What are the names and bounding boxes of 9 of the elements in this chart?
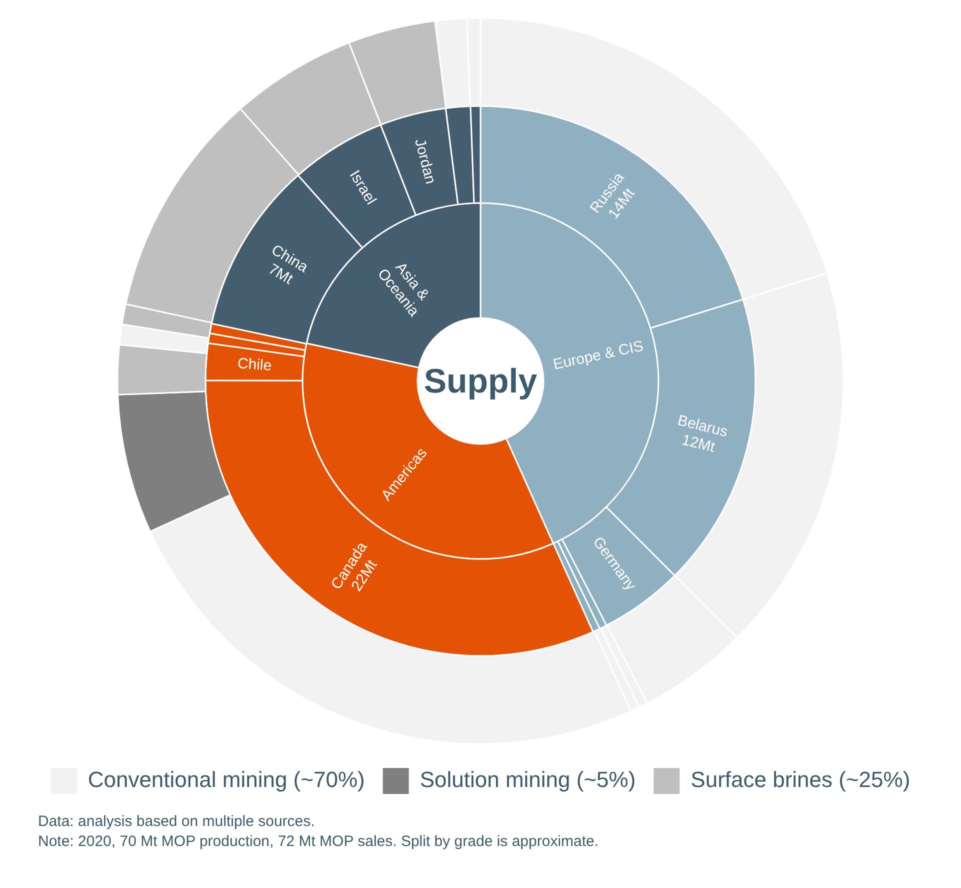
text: Note: 2020, 70 Mt MOP production, 72 Mt MOP sales. Split by grade is approximate. [38,832,600,852]
legend-label: Surface brines (~25%) [690,767,910,792]
slice-label: Jordan [411,137,439,186]
slice-label: Chile [236,355,272,374]
slice-label: Europe & CIS [552,338,645,374]
text: Data: analysis based on multiple sources. [38,812,316,832]
text: Supply [424,362,538,400]
legend-label: Conventional mining (~70%) [88,767,365,792]
legend-label: Solution mining (~5%) [420,767,636,792]
